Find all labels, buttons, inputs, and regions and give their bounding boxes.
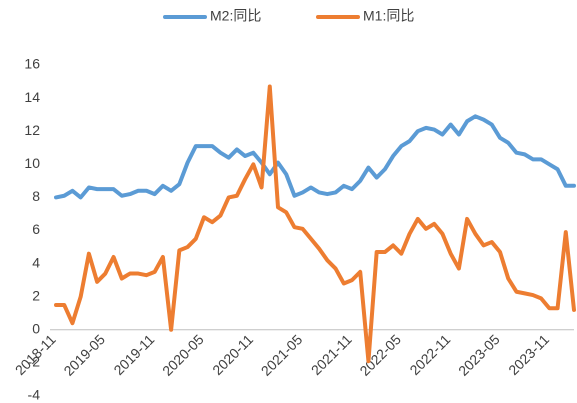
y-tick-label: 2 [32, 287, 40, 303]
x-tick-label: 2018-11 [12, 331, 59, 378]
y-tick-label: 6 [32, 221, 40, 237]
y-tick-label: 14 [24, 89, 40, 105]
x-tick-label: 2020-11 [209, 331, 256, 378]
y-tick-label: 10 [24, 155, 40, 171]
line-series [54, 84, 576, 364]
y-tick-label: 4 [32, 254, 40, 270]
line-series [54, 114, 576, 200]
x-tick-label: 2019-11 [110, 331, 157, 378]
x-tick-label: 2021-11 [308, 331, 355, 378]
y-tick-label: 16 [24, 56, 40, 72]
x-tick-label: 2023-11 [505, 331, 552, 378]
x-tick-label: 2023-05 [455, 331, 503, 379]
x-tick-label: 2022-11 [406, 331, 453, 378]
y-tick-label: -2 [28, 354, 41, 370]
x-tick-label: 2021-05 [258, 331, 306, 379]
y-tick-label: 12 [24, 122, 40, 138]
x-tick-label: 2019-05 [60, 331, 108, 379]
legend-label: M1:同比 [363, 8, 414, 24]
x-tick-label: 2022-05 [356, 331, 404, 379]
y-tick-label: -4 [28, 387, 41, 403]
y-tick-label: 0 [32, 321, 40, 337]
x-tick-label: 2020-05 [159, 331, 207, 379]
y-tick-label: 8 [32, 188, 40, 204]
legend-label: M2:同比 [210, 8, 261, 24]
